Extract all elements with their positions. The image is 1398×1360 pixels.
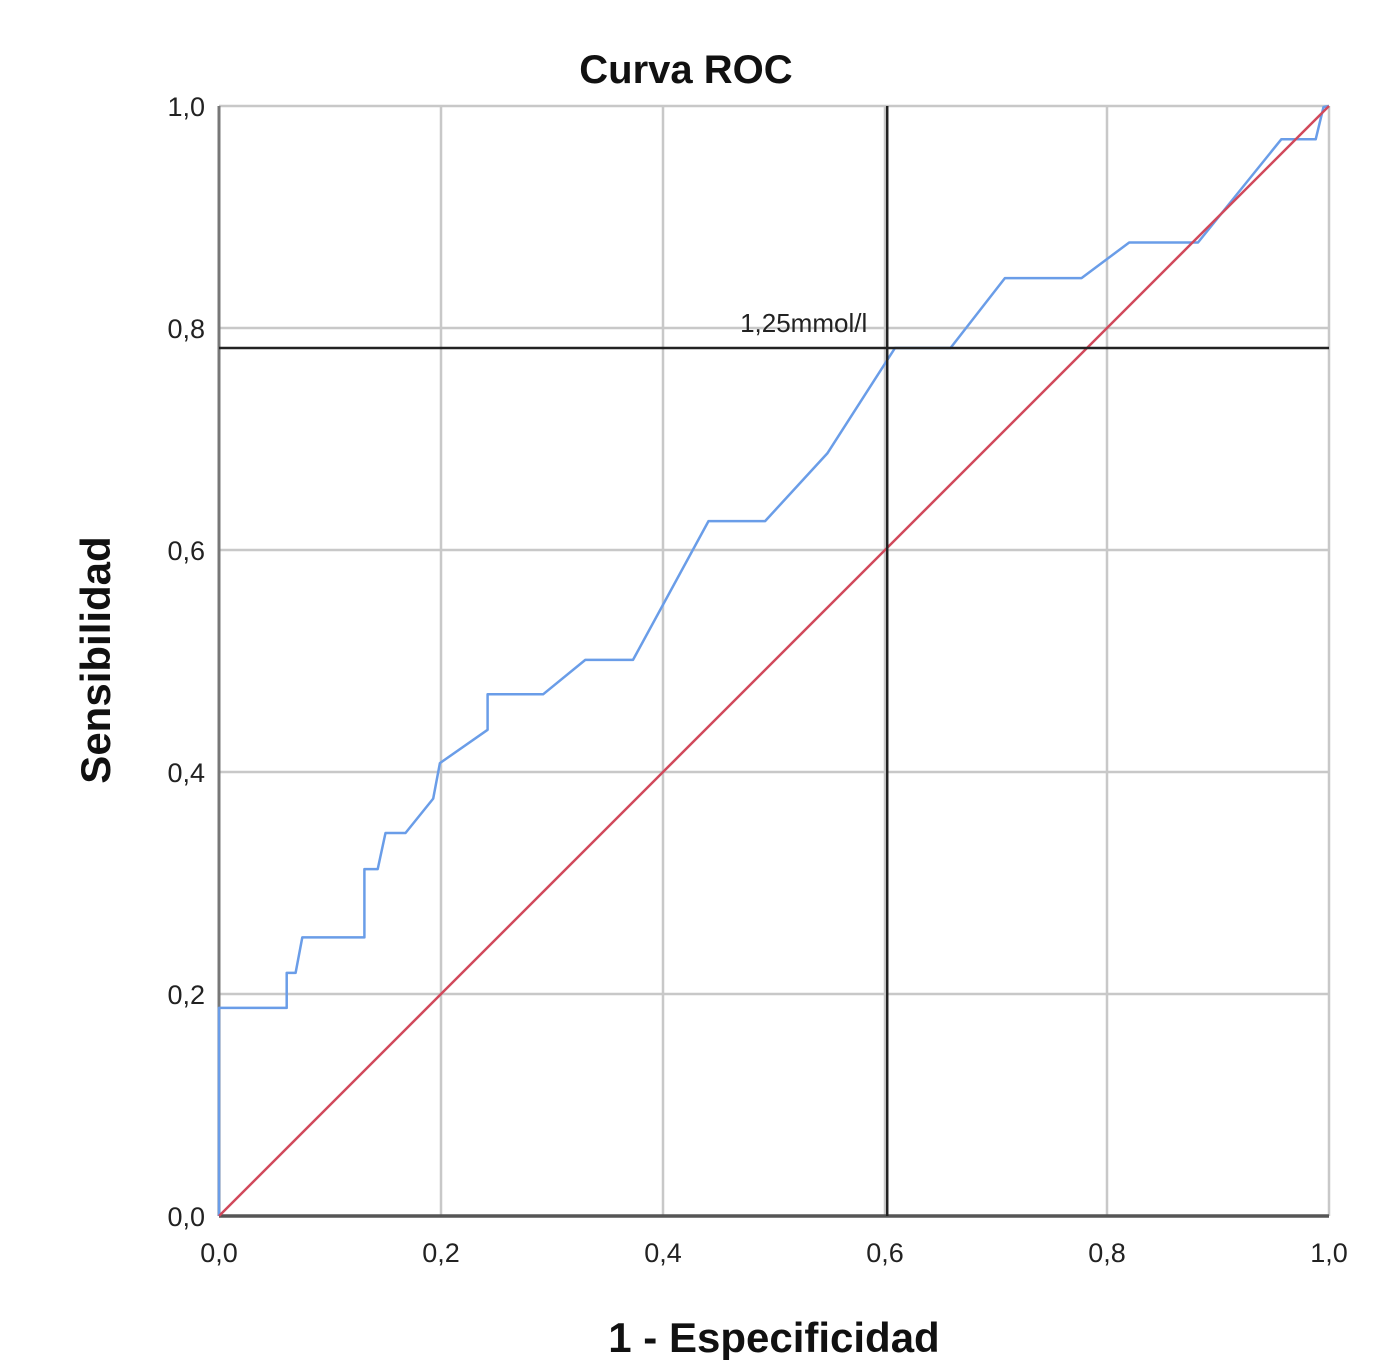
annotations-layer: 1,25mmol/l	[219, 106, 1329, 1216]
roc-curve-line	[217, 104, 1330, 1216]
y-axis-label: Sensibilidad	[72, 536, 119, 783]
x-tick-label: 0,6	[866, 1238, 904, 1268]
x-tick-label: 0,4	[644, 1238, 682, 1268]
y-tick-label: 0,4	[167, 758, 205, 788]
y-tick-label: 0,0	[167, 1202, 205, 1232]
y-tick-label: 0,8	[167, 314, 205, 344]
tick-labels: 0,0 0,2 0,4 0,6 0,8 1,0 0,0 0,2 0,4 0,6 0,8 1,0	[167, 92, 1347, 1268]
x-tick-label: 0,2	[422, 1238, 460, 1268]
cutoff-label: 1,25mmol/l	[740, 308, 867, 338]
x-tick-label: 1,0	[1310, 1238, 1348, 1268]
y-tick-label: 0,2	[167, 980, 205, 1010]
series-layer	[217, 104, 1330, 1217]
grid-lines	[217, 104, 1331, 1218]
chart-title: Curva ROC	[579, 48, 792, 92]
y-tick-label: 0,6	[167, 536, 205, 566]
y-tick-label: 1,0	[167, 92, 205, 122]
x-tick-label: 0,8	[1088, 1238, 1126, 1268]
x-tick-label: 0,0	[200, 1238, 238, 1268]
reference-diagonal-line	[218, 105, 1330, 1217]
x-axis-label: 1 - Especificidad	[608, 1314, 939, 1360]
